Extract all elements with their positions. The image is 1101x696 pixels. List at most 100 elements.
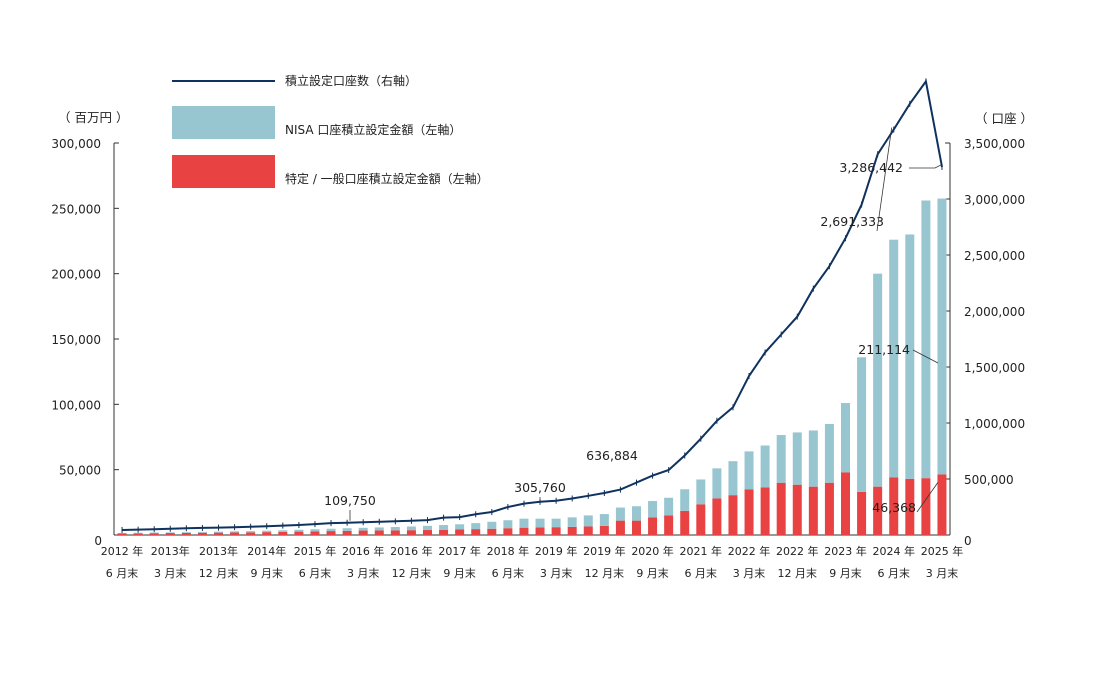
bar-general: [390, 530, 400, 535]
x-tick-label-month: 6 月末: [106, 566, 139, 580]
bar-general: [326, 531, 336, 535]
x-tick-label-month: 3 月末: [154, 566, 187, 580]
bar-general: [857, 491, 867, 535]
accounts-line: [121, 78, 943, 531]
bar-general: [841, 472, 850, 535]
x-tick-label-month: 6 月末: [299, 566, 332, 580]
bar-nisa: [841, 403, 850, 473]
annotations: 109,750 305,760 636,884 2,691,333 3,286,442 2…: [324, 127, 942, 521]
bar-nisa: [165, 532, 175, 534]
x-tick-label-month: 6 月末: [685, 566, 718, 580]
bar-nisa: [728, 461, 738, 496]
axes: 300,000 250,000 200,000 150,000 100,000 50,00…: [51, 137, 1025, 548]
right-tick-label: 3,500,000: [964, 137, 1025, 151]
bar-nisa: [471, 523, 481, 530]
x-tick-label-month: 6 月末: [877, 566, 910, 580]
left-tick-label: 50,000: [59, 464, 101, 478]
right-tick-label: 500,000: [964, 473, 1014, 487]
bar-general: [374, 530, 384, 535]
bar-general: [567, 526, 577, 535]
x-tick-label-year: 2013年: [151, 544, 190, 558]
right-tick-label: 0: [964, 534, 972, 548]
bar-nisa: [937, 198, 947, 475]
data-label: 636,884: [586, 448, 638, 463]
data-label-leader: [912, 349, 939, 364]
right-axis-unit: （ 口座 ）: [975, 111, 1033, 126]
left-axis-unit: （ 百万円 ）: [58, 110, 128, 125]
data-label: 3,286,442: [839, 160, 903, 175]
x-tick-label-year: 2022 年: [728, 544, 771, 558]
bar-general: [519, 527, 529, 535]
bar-nisa: [310, 529, 320, 532]
bar-general: [117, 533, 127, 535]
bar-nisa: [214, 531, 223, 533]
bar-general: [873, 486, 883, 535]
x-tick-label-month: 3 月末: [347, 566, 380, 580]
data-label: 109,750: [324, 493, 376, 508]
x-tick-label-month: 12 月末: [585, 566, 625, 580]
bar-general: [149, 533, 159, 535]
bar-general: [246, 532, 256, 535]
bar-nisa: [648, 501, 658, 518]
bar-general: [214, 532, 223, 535]
left-tick-label: 300,000: [51, 137, 101, 151]
bar-general: [664, 515, 674, 535]
bar-nisa: [599, 514, 609, 526]
data-label-leader: [916, 482, 939, 513]
bar-nisa: [760, 445, 770, 488]
left-tick-label: 100,000: [51, 398, 101, 412]
bar-general: [905, 478, 915, 535]
left-tick-label: 0: [94, 534, 102, 548]
bar-nisa: [406, 526, 416, 531]
bar-general: [455, 529, 465, 535]
bar-general: [712, 498, 722, 535]
bar-general: [406, 530, 416, 535]
bar-general: [503, 528, 513, 535]
bar-general: [294, 531, 304, 535]
right-tick-label: 1,500,000: [964, 361, 1025, 375]
x-tick-label-year: 2018 年: [487, 544, 530, 558]
bar-general: [197, 532, 207, 535]
bar-nisa: [230, 531, 240, 533]
x-tick-label-month: 9 月末: [829, 566, 862, 580]
bar-nisa: [503, 520, 513, 529]
bar-general: [133, 533, 143, 535]
bar-nisa: [824, 423, 834, 483]
bar-nisa: [439, 525, 449, 530]
x-tick-label-month: 9 月末: [636, 566, 669, 580]
x-tick-label-month: 3 月末: [733, 566, 766, 580]
bar-general: [599, 525, 609, 535]
bar-general: [889, 477, 899, 535]
data-label: 211,114: [858, 342, 910, 357]
bar-nisa: [873, 273, 883, 487]
bar-nisa: [374, 527, 384, 531]
bar-nisa: [423, 525, 432, 531]
bar-general: [824, 482, 834, 535]
x-tick-label-year: 2016 年: [390, 544, 433, 558]
data-label: 46,368: [872, 500, 916, 515]
bar-general: [471, 529, 481, 535]
bar-nisa: [455, 524, 465, 530]
legend: 積立設定口座数（右軸） NISA 口座積立設定金額（左軸） 特定 / 一般口座積…: [172, 73, 489, 188]
x-tick-label-year: 2019 年: [535, 544, 578, 558]
x-tick-label-year: 2025 年: [921, 544, 964, 558]
bar-nisa: [921, 200, 931, 479]
x-tick-label-year: 2020 年: [631, 544, 674, 558]
x-tick-label-year: 2021 年: [680, 544, 723, 558]
bar-general: [535, 527, 545, 535]
bar-general: [262, 532, 272, 535]
bar-nisa: [664, 497, 674, 516]
right-tick-label: 2,500,000: [964, 249, 1025, 263]
bar-nisa: [567, 517, 577, 527]
bar-nisa: [905, 234, 915, 479]
category-labels: 2012 年 6 月末 2013年 3 月末 2013年 12 月末 2014年 9 月末 20…: [101, 544, 963, 580]
bar-nisa: [696, 479, 706, 505]
bar-general: [696, 504, 706, 535]
bar-general: [728, 495, 738, 535]
bar-general: [744, 489, 754, 535]
bar-nisa: [792, 432, 802, 485]
bar-general: [648, 517, 658, 535]
bar-nisa: [551, 518, 561, 528]
bar-nisa: [181, 532, 191, 533]
